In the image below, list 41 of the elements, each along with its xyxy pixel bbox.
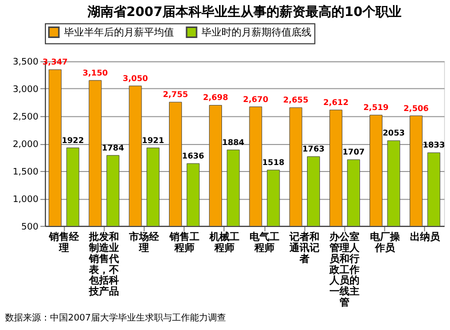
legend-label: 毕业时的月薪期待值底线	[202, 26, 312, 38]
data-label: 2,755	[162, 90, 188, 100]
data-label: 1921	[142, 136, 164, 145]
data-label: 1763	[302, 144, 325, 154]
data-label: 1518	[262, 158, 285, 168]
data-label: 3,050	[122, 74, 148, 83]
data-label: 3,347	[42, 58, 68, 67]
y-tick-label: 2,500	[12, 112, 39, 123]
y-tick-label: 2,000	[12, 140, 39, 150]
x-tick-label: 记者和通讯记者	[288, 230, 320, 265]
data-label: 1707	[342, 148, 365, 157]
x-tick-label: 批发和制造业销售代表，不包括科技产品	[88, 230, 120, 298]
x-tick-label: 电气工程师	[250, 230, 280, 254]
y-tick-label: 3,000	[12, 85, 39, 96]
y-tick-label: 1,500	[12, 167, 39, 178]
chart-title: 湖南省2007届本科毕业生从事的薪资最高的10个职业	[86, 4, 402, 20]
x-tick-label: 市场经理	[128, 230, 160, 254]
data-label: 1636	[182, 152, 205, 161]
data-label: 2,612	[323, 98, 348, 107]
x-tick-label: 出纳员	[410, 230, 441, 243]
x-tick-label: 机械工程师	[208, 230, 240, 254]
data-label: 1784	[102, 143, 124, 152]
legend-label: 毕业半年后的月薪平均值	[64, 26, 174, 38]
data-label: 2,506	[404, 104, 430, 113]
data-label: 1922	[62, 136, 84, 145]
data-label: 3,150	[82, 68, 108, 78]
data-label: 2,655	[283, 96, 308, 105]
x-tick-label: 办公室管理人员和行政工作人员的一线主管	[328, 230, 361, 309]
x-tick-label: 电厂操作员	[370, 230, 401, 254]
data-label: 1833	[422, 140, 445, 150]
data-label: 2053	[382, 128, 405, 138]
y-tick-label: 3,500	[12, 58, 39, 68]
y-tick-label: 1,000	[12, 194, 39, 205]
x-tick-label: 销售经理	[48, 230, 80, 254]
data-label: 2,670	[243, 94, 269, 104]
data-label: 2,519	[363, 103, 390, 112]
x-tick-label: 销售工程师	[168, 230, 200, 254]
data-label: 2,698	[202, 93, 229, 102]
source-note: 数据来源：中国2007届大学毕业生求职与工作能力调查	[4, 312, 226, 324]
data-label: 1884	[222, 138, 245, 147]
y-tick-label: 500	[21, 222, 39, 232]
